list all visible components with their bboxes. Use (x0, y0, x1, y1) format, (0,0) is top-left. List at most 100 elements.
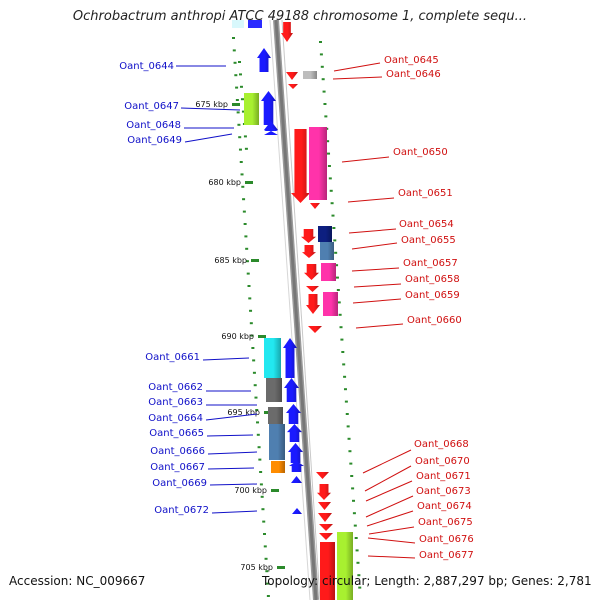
leader-line-oant-0661 (202, 357, 250, 361)
minor-tick (244, 235, 248, 238)
minor-tick (320, 65, 324, 68)
major-tick (277, 566, 285, 569)
gene-glyph-oant-0650 (291, 129, 310, 203)
minor-tick (331, 214, 335, 217)
leader-line-oant-0670 (364, 465, 412, 492)
leader-line-oant-0671 (365, 480, 413, 502)
leader-line-oant-0673 (365, 495, 414, 518)
leader-line-oant-0647 (180, 107, 241, 111)
gene-glyph-oant-0646 (303, 71, 317, 79)
gene-glyph-oant-0668 (316, 472, 329, 479)
gene-label-oant-0659: Oant_0659 (405, 290, 460, 301)
gene-glyph-oant-0648 (261, 91, 276, 125)
minor-tick (327, 152, 331, 155)
minor-tick (241, 185, 245, 188)
leader-line-oant-0654 (348, 228, 397, 234)
scale-tick-label: 680 kbp (208, 178, 241, 187)
inner-rail (269, 19, 311, 600)
minor-tick (236, 111, 240, 114)
minor-tick (322, 90, 326, 93)
minor-tick (346, 425, 350, 428)
gene-label-oant-0663: Oant_0663 (148, 397, 203, 408)
minor-tick (344, 400, 348, 403)
gene-label-oant-0658: Oant_0658 (405, 274, 460, 285)
minor-tick (254, 396, 258, 399)
scale-tick-label: 705 kbp (240, 563, 273, 572)
gene-glyph-oant-0659 (323, 292, 338, 316)
minor-tick (340, 338, 344, 341)
gene-glyph-oant-0654 (301, 229, 316, 243)
gene-label-oant-0673: Oant_0673 (416, 486, 471, 497)
minor-tick (238, 148, 242, 151)
gene-glyph-oant-0667 (271, 461, 285, 473)
leader-line-oant-0659 (352, 298, 402, 304)
gene-glyph (281, 22, 293, 42)
minor-tick (341, 351, 345, 353)
minor-tick (263, 545, 267, 548)
minor-tick (342, 363, 346, 366)
major-tick (232, 103, 240, 106)
gene-glyph-oant-0673 (318, 513, 332, 522)
minor-tick (250, 334, 254, 337)
minor-tick (238, 136, 242, 139)
minor-tick (352, 499, 356, 502)
scale-tick-label: 700 kbp (234, 486, 267, 495)
gene-glyph (306, 294, 320, 314)
minor-tick (256, 421, 260, 424)
gene-label-oant-0664: Oant_0664 (148, 413, 203, 424)
minor-tick (356, 561, 360, 564)
minor-tick (259, 471, 263, 473)
clipped-feature (232, 20, 244, 28)
minor-tick (321, 78, 325, 81)
gene-glyph-oant-0664b (286, 404, 301, 424)
minor-tick (246, 272, 250, 275)
minor-tick (261, 508, 265, 511)
gene-label-oant-0675: Oant_0675 (418, 517, 473, 528)
gene-glyph-oant-0662 (266, 378, 282, 402)
minor-tick (339, 326, 343, 329)
minor-tick (350, 475, 354, 477)
leader-line-oant-0660 (355, 323, 404, 329)
leader-line-oant-0677 (367, 555, 416, 559)
minor-tick (238, 73, 242, 76)
minor-tick (242, 210, 246, 213)
leader-line-oant-0657 (351, 267, 400, 272)
leader-line-oant-0645 (333, 62, 381, 72)
minor-tick (343, 388, 347, 391)
leader-line-oant-0675 (368, 526, 415, 535)
sequence-backbone (274, 19, 318, 600)
minor-tick (245, 260, 249, 263)
minor-tick (232, 37, 235, 39)
minor-tick (347, 437, 351, 440)
gene-label-oant-0671: Oant_0671 (416, 471, 471, 482)
topology-label: Topology: circular; Length: 2,887,297 bp… (262, 574, 592, 588)
leader-line-oant-0665 (206, 434, 254, 437)
gene-glyph-oant-0645 (286, 72, 298, 80)
minor-tick (348, 450, 352, 453)
gene-glyph-oant-0647 (244, 93, 259, 125)
leader-line-oant-0676 (367, 537, 416, 544)
gene-glyph-oant-0661 (264, 338, 281, 378)
leader-line-oant-0658 (353, 283, 402, 288)
minor-tick (243, 135, 247, 138)
leader-line-oant-0649 (184, 133, 233, 143)
minor-tick (355, 549, 359, 552)
inner-rail (281, 19, 321, 600)
minor-tick (247, 285, 251, 287)
scale-tick-label: 675 kbp (195, 100, 228, 109)
minor-tick (357, 574, 361, 577)
minor-tick (252, 359, 256, 362)
minor-tick (319, 41, 322, 43)
scale-minor-ticks (232, 37, 270, 597)
gene-label-oant-0649: Oant_0649 (127, 135, 182, 146)
minor-tick (257, 446, 261, 449)
gene-glyph-oant-0667b (289, 461, 304, 472)
major-tick (258, 335, 266, 338)
scale-tick-label: 690 kbp (221, 332, 254, 341)
gene-glyph-oant-0670 (317, 484, 331, 500)
major-tick (251, 259, 259, 262)
gene-label-oant-0667: Oant_0667 (150, 462, 205, 473)
gene-label-oant-0655: Oant_0655 (401, 235, 456, 246)
minor-tick (329, 189, 333, 192)
